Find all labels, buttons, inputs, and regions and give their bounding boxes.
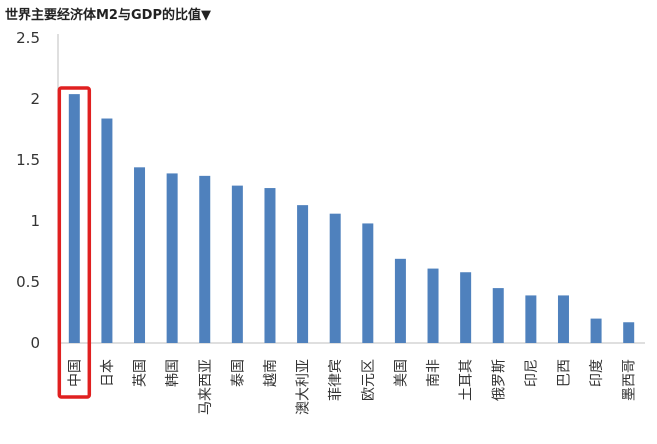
x-tick-label: 墨西哥 bbox=[622, 359, 638, 401]
chart-title: 世界主要经济体M2与GDP的比值▼ bbox=[5, 8, 211, 23]
y-tick-label: 0.5 bbox=[16, 273, 40, 291]
bar-10 bbox=[362, 223, 374, 343]
x-tick-label: 中国 bbox=[67, 359, 83, 387]
x-tick-label: 越南 bbox=[263, 359, 279, 387]
x-tick-label: 韩国 bbox=[165, 359, 181, 387]
x-tick-label: 菲律宾 bbox=[328, 359, 344, 401]
y-tick-label: 2.5 bbox=[16, 29, 40, 47]
x-tick-label: 日本 bbox=[100, 359, 116, 387]
bars bbox=[68, 94, 635, 344]
bar-16 bbox=[557, 295, 569, 343]
bar-18 bbox=[623, 322, 635, 343]
x-tick-label: 澳大利亚 bbox=[296, 359, 312, 415]
highlight-box bbox=[57, 86, 92, 399]
bar-13 bbox=[460, 272, 472, 343]
x-tick-label: 英国 bbox=[132, 359, 149, 387]
bar-8 bbox=[297, 205, 309, 343]
x-tick-label: 俄罗斯 bbox=[491, 359, 507, 401]
bar-14 bbox=[492, 288, 504, 343]
x-tick-label: 美国 bbox=[393, 359, 409, 387]
x-tick-label: 巴西 bbox=[556, 359, 572, 387]
highlight-box-china bbox=[57, 86, 92, 399]
x-axis-labels: 中国 日本 英国 韩国 马来西亚 泰国 越南 澳大利亚 菲律宾 欧元区 美国 南非 土耳其 俄罗斯 印尼 巴西… bbox=[67, 359, 637, 415]
x-tick-label: 土耳其 bbox=[459, 359, 475, 401]
bar-15 bbox=[525, 295, 537, 343]
bar-11 bbox=[394, 258, 406, 343]
bar-3 bbox=[134, 167, 146, 343]
x-tick-label: 印尼 bbox=[524, 359, 540, 387]
y-tick-label: 0 bbox=[30, 334, 40, 352]
x-tick-label: 印度 bbox=[589, 359, 605, 387]
x-tick-label: 泰国 bbox=[230, 359, 246, 387]
bar-1 bbox=[68, 94, 80, 344]
y-tick-label: 2 bbox=[30, 90, 40, 108]
x-tick-label: 马来西亚 bbox=[198, 359, 214, 415]
y-tick-label: 1.5 bbox=[16, 151, 40, 169]
bar-7 bbox=[264, 188, 276, 343]
x-tick-label: 南非 bbox=[426, 359, 442, 387]
bar-12 bbox=[427, 268, 439, 343]
bar-17 bbox=[590, 318, 602, 343]
bar-5 bbox=[199, 175, 211, 343]
bar-9 bbox=[329, 213, 341, 343]
bar-6 bbox=[231, 185, 243, 343]
x-tick-label: 欧元区 bbox=[361, 359, 377, 401]
y-tick-label: 1 bbox=[30, 212, 40, 230]
bar-2 bbox=[101, 118, 113, 344]
bar-4 bbox=[166, 173, 178, 343]
